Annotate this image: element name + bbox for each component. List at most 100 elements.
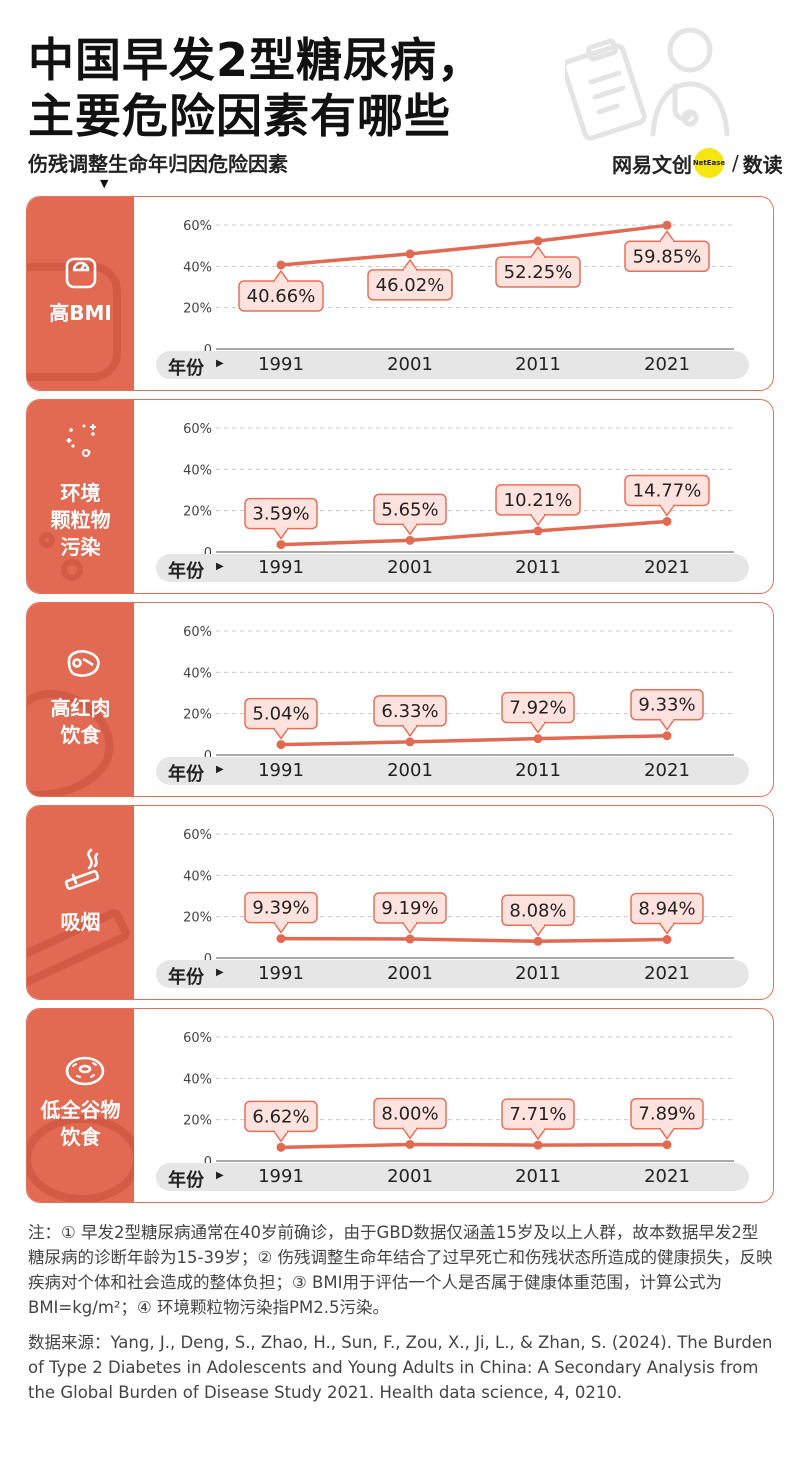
data-label: 46.02%	[367, 259, 453, 301]
svg-text:7.89%: 7.89%	[638, 1104, 695, 1125]
y-tick-label: 40%	[183, 666, 212, 681]
y-tick-label: 40%	[183, 869, 212, 884]
data-label: 3.59%	[244, 497, 318, 540]
svg-text:6.33%: 6.33%	[381, 701, 438, 722]
svg-text:9.19%: 9.19%	[381, 898, 438, 919]
y-tick-label: 60%	[183, 422, 212, 437]
svg-text:3.59%: 3.59%	[252, 504, 309, 525]
svg-text:52.25%: 52.25%	[504, 262, 573, 283]
svg-text:40.66%: 40.66%	[247, 286, 316, 307]
risk-factor-label-line: 饮食	[60, 1125, 101, 1149]
risk-factor-label-line: 环境	[60, 481, 101, 505]
series-line	[279, 936, 669, 944]
y-tick-label: 20%	[183, 505, 212, 520]
play-arrow-icon: ▶	[216, 358, 224, 369]
page-title-line-2: 主要危险因素有哪些	[28, 89, 451, 143]
x-tick-label: 2011	[515, 354, 561, 375]
y-tick-label: 60%	[183, 828, 212, 843]
svg-text:5.04%: 5.04%	[252, 704, 309, 725]
risk-factor-label-line: 高红肉	[50, 696, 111, 720]
x-tick-label: 2001	[387, 760, 433, 781]
svg-text:9.39%: 9.39%	[252, 898, 309, 919]
series-line	[279, 1142, 669, 1150]
data-label: 40.66%	[238, 270, 324, 312]
x-tick-label: 2001	[387, 557, 433, 578]
y-tick-label: 20%	[183, 708, 212, 723]
year-axis-title: 年份	[168, 561, 204, 582]
data-point	[533, 1140, 543, 1150]
x-tick-label: 2011	[515, 557, 561, 578]
chart-panel: 环境颗粒物污染 0 20% 40% 60% 3.59% 5.65% 10.21% 14.77% 年…	[26, 399, 774, 594]
svg-text:6.62%: 6.62%	[252, 1106, 309, 1127]
risk-factor-label-line: 颗粒物	[50, 508, 111, 532]
data-label: 7.89%	[630, 1097, 704, 1140]
series-line	[279, 223, 669, 267]
y-tick-label: 0	[204, 952, 212, 966]
play-arrow-icon: ▶	[216, 561, 224, 572]
y-tick-label: 20%	[183, 911, 212, 926]
x-tick-label: 2011	[515, 963, 561, 984]
x-tick-label: 2021	[644, 557, 690, 578]
data-label: 52.25%	[495, 246, 581, 288]
risk-factor-label: 高红肉 饮食	[27, 695, 134, 749]
year-axis-bar: 年份 ▶ 1991 2001 2011 2021	[156, 757, 749, 785]
panel-sidebar: 高BMI	[27, 197, 134, 390]
risk-factor-label: 环境 颗粒物 污染	[27, 480, 134, 561]
year-axis-title: 年份	[168, 358, 204, 379]
chart-panel: 吸烟 0 20% 40% 60% 9.39% 9.19% 8.08% 8.94% 年份 ▶ 1991 2…	[26, 805, 774, 1000]
risk-factor-label-line: 低全谷物	[40, 1098, 121, 1122]
data-label: 9.39%	[244, 891, 318, 934]
year-axis-bar: 年份 ▶ 1991 2001 2011 2021	[156, 1163, 749, 1191]
svg-text:46.02%: 46.02%	[376, 275, 445, 296]
data-point	[662, 516, 672, 526]
series-line	[279, 733, 669, 747]
x-tick-label: 2021	[644, 963, 690, 984]
risk-factor-label: 吸烟	[27, 909, 134, 936]
x-tick-label: 1991	[258, 760, 304, 781]
page-title-line-1: 中国早发2型糖尿病，	[28, 33, 485, 87]
x-tick-label: 2011	[515, 760, 561, 781]
data-point	[276, 1142, 286, 1152]
logo-text-2: 文创	[652, 152, 692, 177]
data-point	[276, 740, 286, 750]
chart-panel: 高红肉 饮食 0 20% 40% 60% 5.04% 6.33% 7.92% 9.33% 年份 ▶ 19…	[26, 602, 774, 797]
data-point	[533, 734, 543, 744]
y-tick-label: 40%	[183, 463, 212, 478]
data-label: 5.04%	[244, 697, 318, 740]
panel-sidebar: 高红肉 饮食	[27, 603, 134, 796]
risk-factor-label-line: 饮食	[60, 723, 101, 747]
data-label: 9.33%	[630, 688, 704, 731]
y-tick-label: 40%	[183, 260, 212, 275]
risk-factor-label-line: 污染	[60, 535, 101, 559]
logo-text-3: 数读	[742, 152, 783, 177]
data-point	[276, 934, 286, 944]
play-arrow-icon: ▶	[216, 1170, 224, 1181]
year-axis-bar: 年份 ▶ 1991 2001 2011 2021	[156, 554, 749, 582]
data-label: 5.65%	[373, 493, 447, 536]
x-tick-label: 2021	[644, 354, 690, 375]
data-label: 59.85%	[624, 230, 710, 273]
risk-factor-label: 低全谷物 饮食	[27, 1097, 134, 1151]
donut-icon	[63, 1053, 107, 1093]
year-axis-bar: 年份 ▶ 1991 2001 2011 2021	[156, 351, 749, 379]
series-line	[279, 519, 669, 547]
x-tick-label: 2001	[387, 1166, 433, 1187]
x-tick-label: 2021	[644, 1166, 690, 1187]
source-text: 数据来源：Yang, J., Deng, S., Zhao, H., Sun, …	[28, 1333, 773, 1402]
svg-text:10.21%: 10.21%	[504, 490, 573, 511]
svg-text:5.65%: 5.65%	[381, 499, 438, 520]
svg-text:8.08%: 8.08%	[509, 900, 566, 921]
x-tick-label: 2011	[515, 1166, 561, 1187]
y-tick-label: 0	[204, 343, 212, 357]
chart-panel: 低全谷物 饮食 0 20% 40% 60% 6.62% 8.00% 7.71% 7.89% 年份 ▶ 1…	[26, 1008, 774, 1203]
svg-text:14.77%: 14.77%	[633, 480, 702, 501]
data-point	[533, 236, 543, 246]
y-tick-label: 0	[204, 546, 212, 560]
plot-area: 0 20% 40% 60% 3.59% 5.65% 10.21% 14.77% 年份 ▶ 1991 2…	[134, 400, 773, 593]
logo-slash: /	[732, 151, 739, 175]
risk-factor-label: 高BMI	[27, 300, 134, 327]
panel-sidebar: 低全谷物 饮食	[27, 1009, 134, 1202]
chart-panel: 高BMI 0 20% 40% 60% 40.66% 46.02% 52.25% 59.85% 年份…	[26, 196, 774, 391]
data-point	[405, 737, 415, 747]
x-tick-label: 2021	[644, 760, 690, 781]
